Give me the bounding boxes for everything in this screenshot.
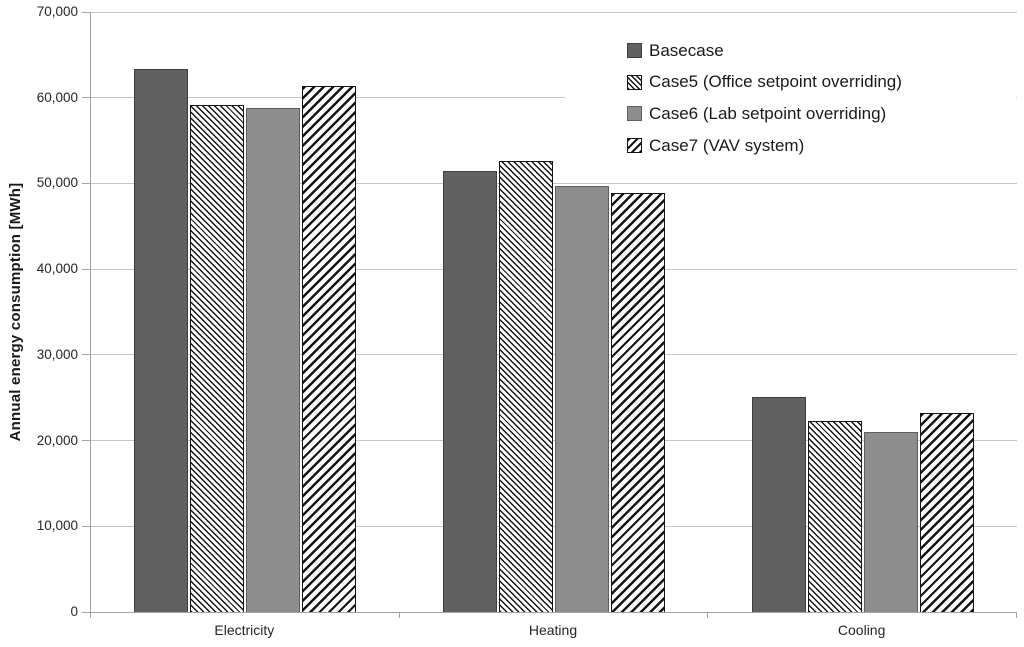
plot-area — [90, 11, 1017, 613]
bar-case5-heating — [499, 161, 553, 612]
legend-label: Case7 (VAV system) — [649, 135, 805, 155]
bar-case5-cooling — [807, 420, 862, 612]
x-axis-category-label: Electricity — [214, 622, 275, 638]
legend-label: Basecase — [649, 40, 724, 60]
y-axis-tick-mark — [82, 611, 90, 613]
y-axis-tick-label: 20,000 — [36, 432, 78, 448]
bar-basecase-cooling — [751, 396, 806, 612]
gridline — [91, 525, 1017, 527]
legend-swatch-backslash-hatch — [627, 74, 642, 90]
y-axis-tick-mark — [82, 97, 90, 99]
y-axis-tick-mark — [82, 354, 90, 356]
y-axis-tick-label: 50,000 — [36, 175, 78, 191]
bar-case5-electricity — [190, 104, 245, 612]
bar-basecase-electricity — [134, 69, 189, 612]
gridline — [91, 97, 1017, 99]
y-axis-tick-label: 30,000 — [36, 346, 78, 362]
y-axis-tick-mark — [82, 268, 90, 270]
x-axis-tick-mark — [707, 613, 709, 618]
legend-swatch-medium-gray-solid — [627, 106, 642, 122]
legend-label: Case6 (Lab setpoint overriding) — [649, 103, 887, 123]
y-axis-tick-mark — [82, 440, 90, 442]
gridline — [91, 182, 1017, 184]
y-axis-tick-label: 70,000 — [36, 4, 78, 19]
gridline — [91, 11, 1017, 13]
bar-basecase-heating — [443, 171, 497, 612]
y-axis-tick-mark — [82, 182, 90, 184]
x-axis-tick-mark — [398, 613, 400, 618]
legend-item: Case5 (Office setpoint overriding) — [627, 67, 1016, 99]
x-axis-tick-mark — [1016, 613, 1017, 618]
legend-swatch-dark-gray-solid — [627, 43, 642, 59]
legend-item: Case6 (Lab setpoint overriding) — [627, 98, 1016, 130]
x-axis-tick-mark — [90, 613, 91, 618]
gridline — [91, 268, 1017, 270]
legend-item: Basecase — [627, 35, 1016, 67]
bar-case7-cooling — [919, 413, 974, 612]
gridline — [91, 354, 1017, 356]
bar-case7-heating — [611, 192, 665, 612]
gridline — [91, 440, 1017, 442]
x-axis-category-label: Heating — [528, 622, 578, 638]
x-axis-category-label: Cooling — [837, 622, 886, 638]
legend-item: Case7 (VAV system) — [627, 130, 1016, 162]
y-axis-tick-label: 60,000 — [36, 89, 78, 105]
y-axis-tick-label: 0 — [70, 604, 78, 619]
bar-case6-heating — [555, 186, 609, 612]
bar-case6-electricity — [246, 108, 301, 612]
y-axis-tick-label: 10,000 — [36, 518, 78, 534]
y-axis-tick-label: 40,000 — [36, 261, 78, 277]
y-axis-tick-mark — [82, 11, 90, 13]
bar-case6-cooling — [863, 432, 918, 612]
legend-swatch-forward-slash-hatch — [627, 138, 642, 154]
y-axis-tick-mark — [82, 525, 90, 527]
bar-case7-electricity — [302, 85, 357, 612]
legend: Basecase Case5 (Office setpoint overridin… — [565, 30, 1016, 163]
y-axis-title: Annual energy consumption [MWh] — [7, 182, 24, 442]
legend-label: Case5 (Office setpoint overriding) — [649, 72, 902, 92]
